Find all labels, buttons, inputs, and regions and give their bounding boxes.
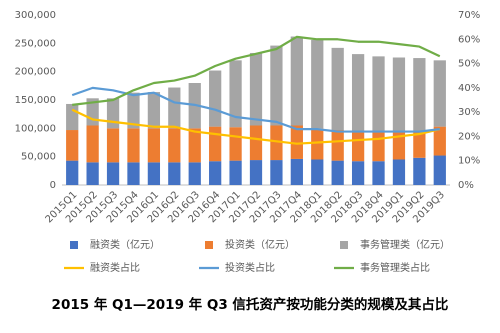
bar (311, 128, 324, 160)
bar (290, 36, 303, 126)
y2-tick-label: 30% (458, 107, 480, 118)
y-tick-label: 100,000 (15, 123, 56, 134)
bar (249, 125, 263, 161)
y-tick-label: 200,000 (15, 67, 56, 78)
bar (127, 92, 140, 129)
bar (372, 161, 385, 185)
bar (433, 155, 446, 185)
line (71, 86, 440, 133)
y2-tick-label: 50% (458, 59, 480, 70)
bar (372, 132, 385, 162)
legend-label: 事务管理类（亿元） (360, 238, 450, 251)
bar (66, 160, 79, 185)
bar (331, 130, 344, 161)
legend-swatch (205, 241, 213, 249)
bar (249, 160, 263, 185)
y2-tick-label: 60% (458, 34, 480, 45)
bar (413, 130, 426, 158)
bar (311, 159, 324, 185)
legend-swatch (70, 241, 78, 249)
y-tick-label: 0 (50, 180, 56, 191)
bar (86, 162, 99, 185)
y-tick-label: 50,000 (21, 152, 56, 163)
legend-label: 事务管理类占比 (360, 261, 430, 274)
bar (372, 56, 385, 133)
bar (188, 162, 201, 185)
y-tick-label: 150,000 (15, 95, 56, 106)
bar (127, 162, 140, 185)
bar (392, 131, 406, 160)
bar (66, 130, 79, 161)
line (71, 108, 441, 145)
bar (433, 126, 446, 156)
legend-label: 融资类（亿元） (90, 238, 160, 251)
bar (331, 47, 344, 131)
bar (413, 58, 426, 131)
bar (270, 125, 283, 161)
bar (229, 60, 242, 128)
bar (66, 103, 79, 131)
bar (351, 161, 365, 185)
y2-tick-label: 70% (458, 10, 480, 21)
bar (351, 131, 365, 162)
line (72, 35, 441, 106)
bar (311, 39, 324, 129)
bar (331, 160, 344, 185)
bar (106, 128, 120, 163)
bar (433, 60, 446, 127)
bar (106, 98, 120, 129)
y-tick-label: 250,000 (15, 38, 56, 49)
y2-tick-label: 0% (458, 180, 474, 191)
bar (168, 162, 181, 185)
legend-label: 融资类占比 (90, 261, 140, 274)
bar (147, 162, 161, 185)
legend-label: 投资类占比 (225, 261, 275, 274)
bar (209, 126, 222, 162)
bar (270, 160, 283, 185)
bar (351, 54, 365, 132)
bar (290, 158, 303, 185)
bar (392, 159, 406, 185)
y2-tick-label: 10% (458, 156, 480, 167)
bar (413, 157, 426, 185)
y2-tick-label: 40% (458, 83, 480, 94)
bar (147, 128, 161, 163)
y-tick-label: 300,000 (15, 10, 56, 21)
bar (270, 45, 283, 126)
legend-swatch (340, 241, 348, 249)
bar (209, 70, 222, 127)
bar (209, 161, 222, 185)
bar (229, 127, 242, 161)
bar (290, 125, 303, 159)
bar (168, 87, 181, 129)
bar (147, 92, 161, 129)
bar (229, 160, 242, 185)
bar (86, 125, 99, 163)
bar (106, 162, 120, 185)
bar (392, 57, 406, 132)
bar (168, 128, 181, 163)
bar (127, 128, 140, 163)
bar (249, 52, 263, 126)
y2-tick-label: 20% (458, 131, 480, 142)
bar (188, 128, 201, 163)
chart-title: 2015 年 Q1—2019 年 Q3 信托资产按功能分类的规模及其占比 (52, 296, 449, 313)
legend-label: 投资类（亿元） (225, 238, 295, 251)
